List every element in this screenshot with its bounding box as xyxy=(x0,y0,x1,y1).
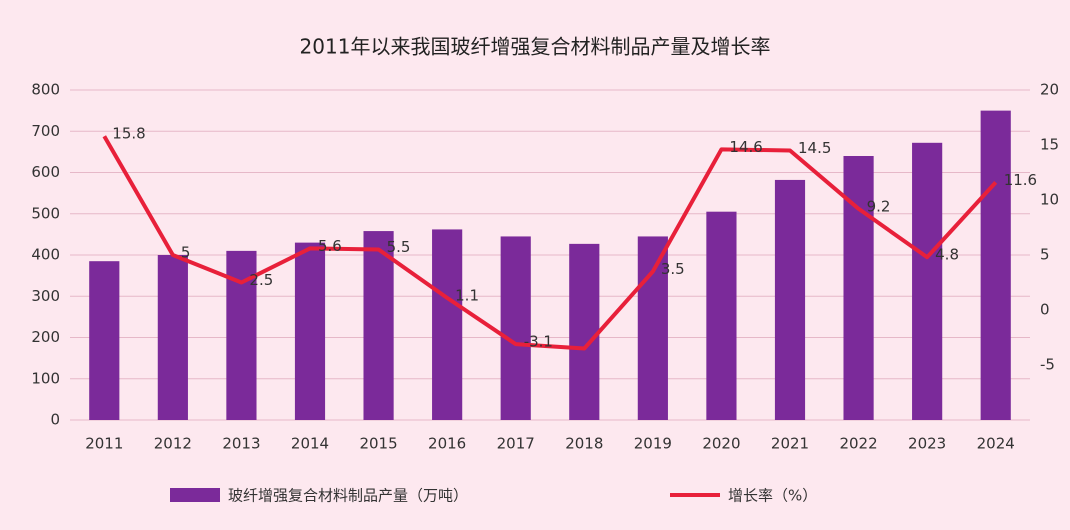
y-tick-label: 800 xyxy=(31,81,60,99)
x-tick-label: 2012 xyxy=(154,435,192,453)
data-label: 14.6 xyxy=(729,138,762,156)
y-tick-label: 600 xyxy=(31,163,60,181)
data-label: 1.1 xyxy=(455,286,479,304)
data-label: 2.5 xyxy=(249,271,273,289)
data-label: 5.5 xyxy=(387,238,411,256)
data-label: 14.5 xyxy=(798,139,831,157)
y-tick-label: 300 xyxy=(31,287,60,305)
bar xyxy=(706,211,737,420)
y2-tick-label: 5 xyxy=(1040,246,1050,264)
bar xyxy=(569,243,600,420)
data-label: 5.6 xyxy=(318,237,342,255)
x-tick-label: 2014 xyxy=(291,435,329,453)
x-tick-label: 2024 xyxy=(977,435,1015,453)
legend-swatch xyxy=(170,488,220,502)
bar xyxy=(912,142,943,421)
bar xyxy=(157,255,188,420)
y2-tick-label: -5 xyxy=(1040,356,1055,374)
y-tick-label: 200 xyxy=(31,328,60,346)
y2-tick-label: 20 xyxy=(1040,81,1059,99)
data-label: 3.5 xyxy=(661,260,685,278)
line xyxy=(102,135,998,351)
bar xyxy=(432,229,463,420)
bar xyxy=(843,156,874,420)
x-tick-label: 2017 xyxy=(497,435,535,453)
y2-tick-label: 15 xyxy=(1040,136,1059,154)
x-tick-label: 2011 xyxy=(85,435,123,453)
x-tick-label: 2013 xyxy=(222,435,260,453)
x-tick-label: 2015 xyxy=(359,435,397,453)
bar xyxy=(294,242,326,420)
bar xyxy=(980,110,1011,420)
data-label: 4.8 xyxy=(935,246,959,264)
y-tick-label: 100 xyxy=(31,369,60,387)
data-label: 5 xyxy=(181,244,191,262)
bar xyxy=(637,236,668,420)
bar xyxy=(363,231,394,420)
bar xyxy=(500,236,531,420)
y-tick-label: 400 xyxy=(31,246,60,264)
legend-label: 玻纤增强复合材料制品产量（万吨） xyxy=(228,487,468,505)
x-tick-label: 2022 xyxy=(839,435,877,453)
x-tick-label: 2016 xyxy=(428,435,466,453)
x-tick-label: 2021 xyxy=(771,435,809,453)
y2-tick-label: 10 xyxy=(1040,191,1059,209)
data-label: 11.6 xyxy=(1004,171,1037,189)
data-label: 9.2 xyxy=(867,197,891,215)
data-label: 15.8 xyxy=(112,125,145,143)
y-tick-label: 700 xyxy=(31,122,60,140)
bar xyxy=(89,261,120,420)
chart-title: 2011年以来我国玻纤增强复合材料制品产量及增长率 xyxy=(300,35,771,59)
y2-tick-label: 0 xyxy=(1040,301,1050,319)
data-label: -3.1 xyxy=(524,333,553,351)
x-tick-label: 2020 xyxy=(702,435,740,453)
legend-label: 增长率（%） xyxy=(728,487,817,505)
y-tick-label: 0 xyxy=(50,411,60,429)
y-tick-label: 500 xyxy=(31,204,60,222)
bar xyxy=(774,179,806,420)
x-tick-label: 2018 xyxy=(565,435,603,453)
x-tick-label: 2019 xyxy=(634,435,672,453)
x-tick-label: 2023 xyxy=(908,435,946,453)
